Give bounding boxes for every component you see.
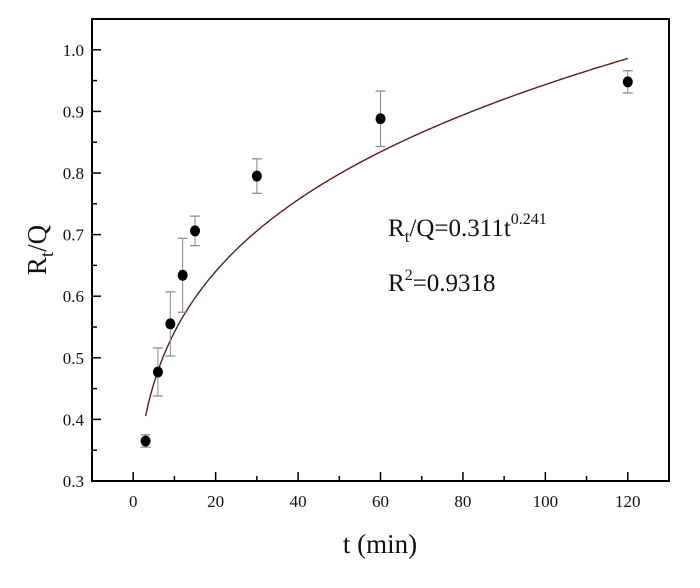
point-marker (140, 435, 151, 447)
point-marker (152, 366, 163, 378)
y-tick-label: 0.5 (63, 349, 84, 368)
x-tick-label: 20 (207, 492, 224, 511)
data-point (375, 90, 386, 148)
plot-frame (91, 18, 670, 482)
r-squared: R2=0.9318 (388, 267, 496, 297)
point-marker (375, 113, 386, 125)
point-marker (251, 170, 262, 182)
point-marker (622, 76, 633, 88)
y-tick-label: 0.9 (63, 102, 84, 121)
data-point (622, 70, 633, 94)
data-point (140, 434, 151, 448)
ticks: 0 20 40 60 80 100 120 0.3 0.4 0.5 0.6 0.7 0.8 0.9 1.0 (63, 41, 641, 511)
point-marker (165, 318, 176, 330)
y-tick-label: 0.4 (63, 410, 85, 429)
y-tick-label: 0.3 (63, 472, 84, 491)
point-marker (177, 269, 188, 281)
fit-curve (144, 57, 628, 417)
data-point (177, 237, 188, 313)
x-tick-label: 100 (533, 492, 559, 511)
y-tick-label: 0.7 (63, 226, 85, 245)
y-axis-title: Rt/Q (22, 224, 58, 275)
x-tick-label: 60 (372, 492, 389, 511)
y-tick-label: 0.8 (63, 164, 84, 183)
x-tick-label: 80 (454, 492, 471, 511)
y-tick-label: 0.6 (63, 287, 84, 306)
x-tick-label: 120 (615, 492, 641, 511)
data-point (165, 291, 176, 357)
x-axis-title: t (min) (343, 529, 417, 559)
data-point (152, 347, 163, 397)
x-tick-label: 0 (129, 492, 138, 511)
y-tick-label: 1.0 (63, 41, 84, 60)
point-marker (190, 225, 201, 237)
x-tick-label: 40 (290, 492, 307, 511)
data-point (251, 158, 262, 194)
data-point (190, 215, 201, 247)
fit-equation: Rt/Q=0.311t0.241 (388, 211, 547, 246)
data-points (140, 70, 633, 448)
